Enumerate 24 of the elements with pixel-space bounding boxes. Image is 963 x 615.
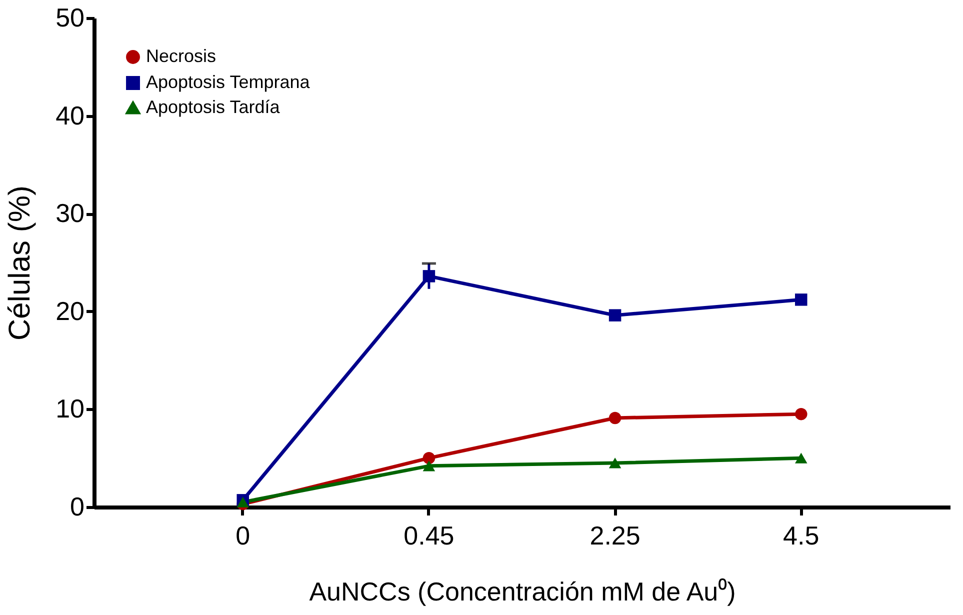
y-tick-label: 10 [56, 394, 84, 424]
point [795, 452, 808, 464]
point [795, 294, 808, 306]
x-tick-label: 0.45 [404, 520, 454, 550]
y-tick-label: 30 [56, 198, 84, 228]
legend-label: Necrosis [146, 46, 216, 66]
point [608, 458, 622, 468]
y-tick-label: 50 [56, 2, 84, 32]
point [608, 309, 622, 322]
x-tick-label: 2.25 [590, 520, 640, 550]
legend-label: Apoptosis Temprana [146, 72, 311, 92]
legend-label: Apoptosis Tardía [146, 97, 281, 117]
x-tick-label: 4.5 [783, 520, 820, 550]
point [422, 452, 436, 464]
point [422, 460, 436, 472]
point [608, 412, 622, 424]
x-axis-title: AuNCCs (Concentración mM de Au⁰) [309, 576, 736, 606]
x-tick-label: 0 [236, 520, 250, 550]
point [236, 496, 249, 508]
y-tick-label: 40 [56, 100, 84, 130]
y-axis-title: Células (%) [4, 185, 37, 341]
point [795, 408, 808, 420]
y-tick-label: 20 [56, 296, 84, 326]
y-tick-label: 0 [70, 492, 84, 522]
